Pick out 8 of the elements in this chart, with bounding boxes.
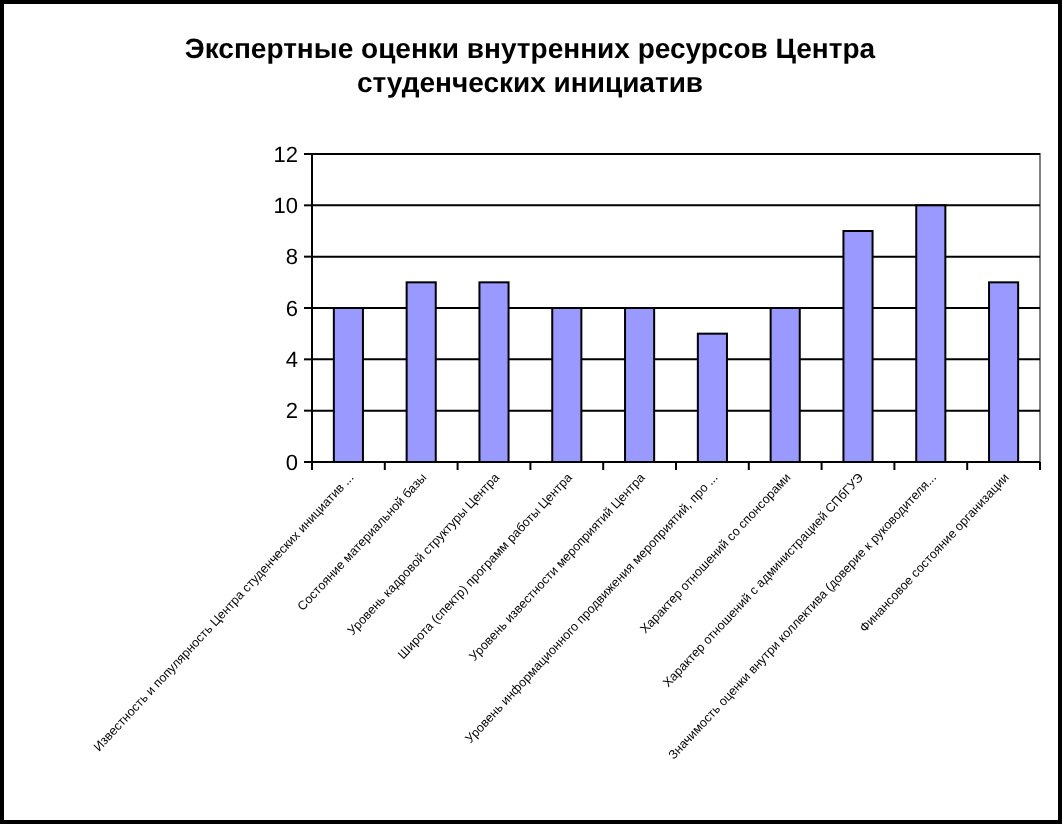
y-tick-label: 10 xyxy=(273,195,298,220)
y-tick-label: 0 xyxy=(285,451,298,476)
y-tick-label: 2 xyxy=(285,400,298,425)
y-tick-label: 4 xyxy=(285,349,298,374)
y-tick-label: 6 xyxy=(285,297,298,322)
y-tick-label: 12 xyxy=(273,143,298,168)
chart-title: Экспертные оценки внутренних ресурсов Центра студенческих инициатив xyxy=(184,32,876,98)
y-tick-label: 8 xyxy=(285,246,298,271)
